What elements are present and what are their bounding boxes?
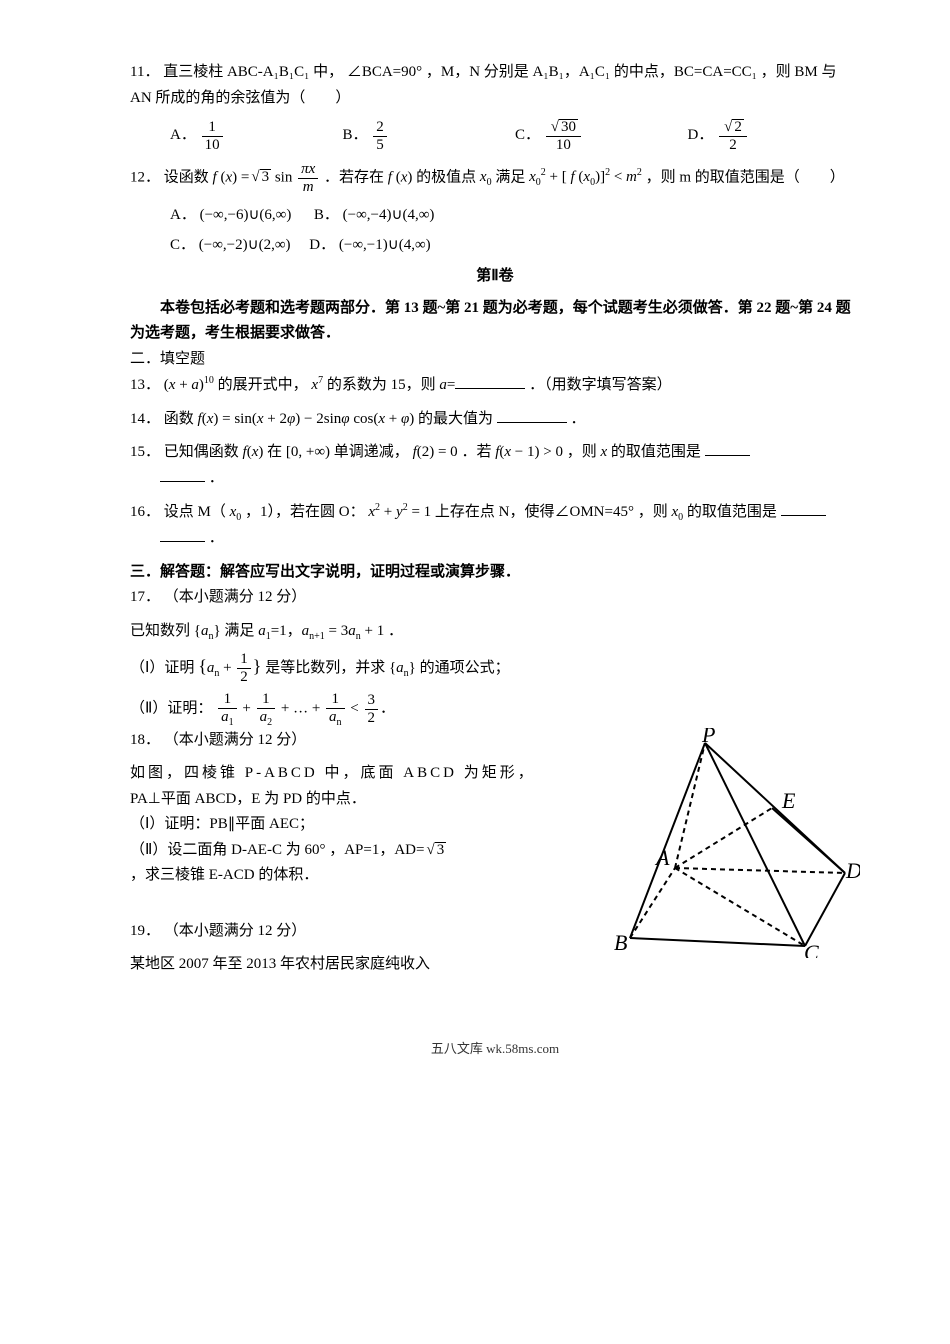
q12-C-val: (−∞,−2)∪(2,∞): [199, 237, 291, 253]
q12-A-val: (−∞,−6)∪(6,∞): [200, 207, 292, 223]
part2-title: 第Ⅱ卷: [130, 264, 860, 290]
q16-t5: ．: [209, 530, 224, 546]
q11-A-label: A．: [170, 123, 196, 149]
q19-pts: （本小题满分 12 分）: [164, 923, 307, 939]
fig-C: C: [804, 940, 819, 958]
q14-t2: 的最大值为: [418, 411, 493, 427]
q11-optA: A． 110: [170, 119, 343, 153]
question-13: 13． (x + a)10 的展开式中， x7 的系数为 15，则 a= ．（用…: [130, 372, 860, 399]
question-11: 11． 直三棱柱 ABC-A₁B₁C₁ 中， ∠BCA=90° ，M，N 分别是…: [130, 60, 860, 111]
page-footer: 五八文库 wk.58ms.com: [130, 1038, 860, 1060]
q17-pts: （本小题满分 12 分）: [164, 589, 307, 605]
q14-blank: [497, 408, 567, 423]
fig-D: D: [845, 858, 860, 883]
q11-B-label: B．: [343, 123, 368, 149]
q16-t1: 设点 M（: [164, 504, 226, 520]
q12-B-label: B．: [314, 207, 339, 223]
question-17: 17． （本小题满分 12 分）: [130, 585, 860, 611]
q16-blank2: [160, 527, 205, 542]
q19-num: 19．: [130, 923, 160, 939]
q13-t1: 的展开式中，: [218, 377, 308, 393]
fig-P: P: [701, 728, 715, 747]
q11-options: A． 110 B． 25 C． 3010 D． 22: [170, 119, 860, 153]
question-15: 15． 已知偶函数 f(x) 在 [0, +∞) 单调递减， f(2) = 0 …: [130, 440, 860, 491]
q12-t4: 满足: [495, 169, 529, 185]
q16-t2: ，1），若在圆 O：: [245, 504, 365, 520]
q14-num: 14．: [130, 411, 160, 427]
part2-note: 本卷包括必考题和选考题两部分．第 13 题~第 21 题为必考题，每个试题考生必…: [130, 296, 860, 347]
q18-block: P E A D B C 18． （本小题满分 12 分） 如图，四棱锥 P-AB…: [130, 728, 860, 978]
q12-A-label: A．: [170, 207, 196, 223]
q12-C-label: C．: [170, 237, 195, 253]
q15-t2: 在: [267, 444, 282, 460]
q11-C-label: C．: [515, 123, 540, 149]
q12-t2: ．若存在: [324, 169, 388, 185]
q12-t3: 的极值点: [416, 169, 480, 185]
q16-blank: [781, 501, 826, 516]
q14-t1: 函数: [164, 411, 198, 427]
q16-t4: 的取值范围是: [687, 504, 777, 520]
q16-num: 16．: [130, 504, 160, 520]
question-16: 16． 设点 M（ x0 ，1），若在圆 O： x2 + y2 = 1 上存在点…: [130, 499, 860, 552]
fig-B: B: [614, 930, 627, 955]
q13-blank: [455, 374, 525, 389]
q18-pts: （本小题满分 12 分）: [164, 732, 307, 748]
q17-part1: （Ⅰ）证明 {an + 12} 是等比数列，并求 {an} 的通项公式；: [130, 651, 860, 686]
q15-t6: 的取值范围是: [611, 444, 701, 460]
q12-D-val: (−∞,−1)∪(4,∞): [339, 237, 431, 253]
q17-t2: 满足: [224, 623, 258, 639]
q16-t3: 上存在点 N，使得∠OMN=45° ，则: [435, 504, 672, 520]
q13-num: 13．: [130, 377, 160, 393]
q11-optD: D． 22: [688, 119, 861, 153]
q14-t3: ．: [571, 411, 586, 427]
q12-B-val: (−∞,−4)∪(4,∞): [343, 207, 435, 223]
q18-num: 18．: [130, 732, 160, 748]
q15-t7: ．: [209, 470, 224, 486]
q11-optC: C． 3010: [515, 119, 688, 153]
q12-t1: 设函数: [164, 169, 213, 185]
question-12: 12． 设函数 f (x) =3 sin πxm ．若存在 f (x) 的极值点…: [130, 161, 860, 195]
q11-text: 直三棱柱 ABC-A₁B₁C₁ 中， ∠BCA=90° ，M，N 分别是 A₁B…: [130, 64, 836, 106]
q15-t4: ．若: [461, 444, 495, 460]
q17-p1b: 是等比数列，并求: [265, 660, 385, 676]
q17-t3: ．: [388, 623, 403, 639]
q11-num: 11．: [130, 64, 159, 80]
q15-num: 15．: [130, 444, 160, 460]
q13-t3: ．（用数字填写答案）: [529, 377, 672, 393]
q11-optB: B． 25: [343, 119, 516, 153]
q12-num: 12．: [130, 169, 160, 185]
q17-line1: 已知数列 {an} 满足 a1=1，an+1 = 3an + 1 ．: [130, 619, 860, 645]
q12-D-label: D．: [309, 237, 335, 253]
q17-p1a: （Ⅰ）证明: [130, 660, 194, 676]
fig-A: A: [654, 845, 670, 870]
q11-D-label: D．: [688, 123, 714, 149]
q15-t1: 已知偶函数: [164, 444, 243, 460]
q15-blank: [705, 441, 750, 456]
q18-p2a: （Ⅱ）设二面角 D-AE-C 为 60° ，AP=1，AD=: [130, 842, 424, 858]
q17-part2: （Ⅱ）证明： 1a1 + 1a2 + … + 1an < 32．: [130, 691, 860, 728]
pyramid-figure: P E A D B C: [590, 728, 860, 968]
q17-p2a: （Ⅱ）证明：: [130, 701, 212, 717]
q15-t5: ，则: [567, 444, 601, 460]
section-2: 二．填空题: [130, 347, 860, 373]
question-14: 14． 函数 f(x) = sin(x + 2φ) − 2sinφ cos(x …: [130, 407, 860, 433]
q12-options: A． (−∞,−6)∪(6,∞) B． (−∞,−4)∪(4,∞) C． (−∞…: [170, 203, 860, 258]
q12-t5: ，则 m 的取值范围是（ ）: [646, 169, 845, 185]
q17-num: 17．: [130, 589, 160, 605]
section-3: 三．解答题：解答应写出文字说明，证明过程或演算步骤．: [130, 560, 860, 586]
q17-t1: 已知数列: [130, 623, 190, 639]
fig-E: E: [781, 788, 796, 813]
q15-t3: 单调递减，: [334, 444, 409, 460]
q17-p1c: 的通项公式；: [420, 660, 510, 676]
q15-blank2: [160, 467, 205, 482]
q13-t2: 的系数为 15，则: [327, 377, 440, 393]
